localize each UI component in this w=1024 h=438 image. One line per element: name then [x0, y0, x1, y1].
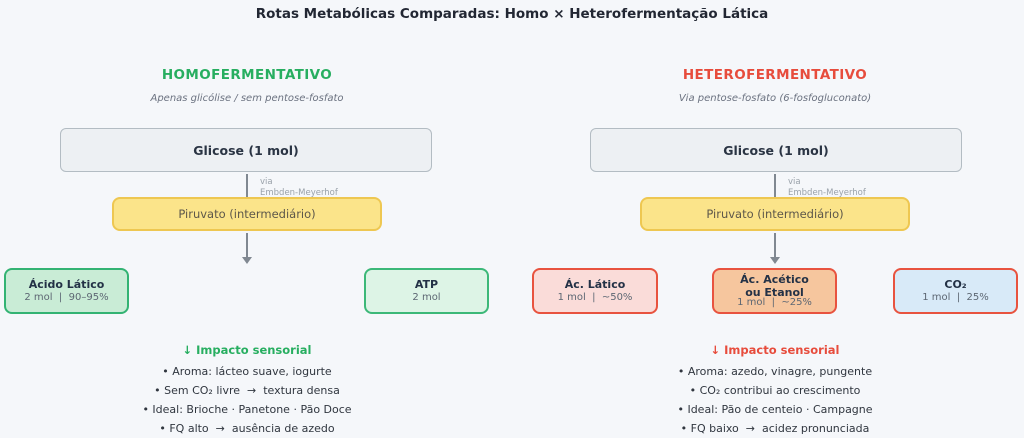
sensory-heading: ↓ Impacto sensorial — [710, 343, 840, 357]
page-title: Rotas Metabólicas Comparadas: Homo × Het… — [255, 6, 769, 22]
list-item: • Aroma: azedo, vinagre, pungente — [677, 365, 873, 378]
list-item: • Ideal: Pão de centeio · Campagne — [677, 403, 873, 416]
product-atp: ATP 2 mol — [364, 268, 489, 314]
pathway-label: via Embden-Meyerhof — [788, 177, 866, 198]
pyruvate-node: Piruvato (intermediário) — [112, 197, 382, 231]
list-item: • Sem CO₂ livre → textura densa — [154, 384, 340, 397]
glucose-node: Glicose (1 mol) — [590, 128, 962, 172]
column-homofermentative: HOMOFERMENTATIVO Apenas glicólise / sem … — [0, 0, 512, 435]
column-header: HOMOFERMENTATIVO — [161, 67, 333, 83]
sensory-heading: ↓ Impacto sensorial — [182, 343, 312, 357]
product-detail: 2 mol — [412, 292, 441, 304]
product-detail: 2 mol | 90–95% — [24, 292, 109, 304]
pyruvate-node: Piruvato (intermediário) — [640, 197, 910, 231]
column-subtitle: Apenas glicólise / sem pentose-fosfato — [150, 93, 344, 104]
sensory-list: • Aroma: lácteo suave, iogurte • Sem CO₂… — [0, 362, 503, 438]
arrow-down-icon — [241, 233, 253, 264]
glucose-node: Glicose (1 mol) — [60, 128, 432, 172]
product-detail: 1 mol | 25% — [922, 292, 989, 304]
list-item: • CO₂ contribui ao crescimento — [689, 384, 861, 397]
product-detail: 1 mol | ~50% — [557, 292, 633, 304]
column-subtitle: Via pentose-fosfato (6-fosfogluconato) — [678, 93, 872, 104]
product-ac-acetico-etanol: Ác. Acético ou Etanol 1 mol | ~25% — [712, 268, 837, 314]
product-ac-latico: Ác. Lático 1 mol | ~50% — [532, 268, 658, 314]
list-item: • FQ baixo → acidez pronunciada — [680, 422, 870, 435]
product-name: Ác. Acético ou Etanol — [740, 273, 809, 299]
product-name: Ác. Lático — [564, 277, 626, 291]
product-detail: 1 mol | ~25% — [737, 296, 812, 308]
pathway-label: via Embden-Meyerhof — [260, 177, 338, 198]
column-header: HETEROFERMENTATIVO — [682, 67, 868, 83]
product-name: Ácido Lático — [28, 277, 105, 291]
sensory-list: • Aroma: azedo, vinagre, pungente • CO₂ … — [519, 362, 1024, 438]
list-item: • Aroma: lácteo suave, iogurte — [162, 365, 332, 378]
column-heterofermentative: HETEROFERMENTATIVO Via pentose-fosfato (… — [512, 0, 1024, 435]
product-co2: CO₂ 1 mol | 25% — [893, 268, 1018, 314]
product-name: ATP — [414, 277, 439, 291]
list-item: • Ideal: Brioche · Panetone · Pão Doce — [142, 403, 352, 416]
product-name: CO₂ — [944, 277, 967, 291]
list-item: • FQ alto → ausência de azedo — [159, 422, 335, 435]
arrow-down-icon — [769, 233, 781, 264]
product-acido-latico: Ácido Lático 2 mol | 90–95% — [4, 268, 129, 314]
